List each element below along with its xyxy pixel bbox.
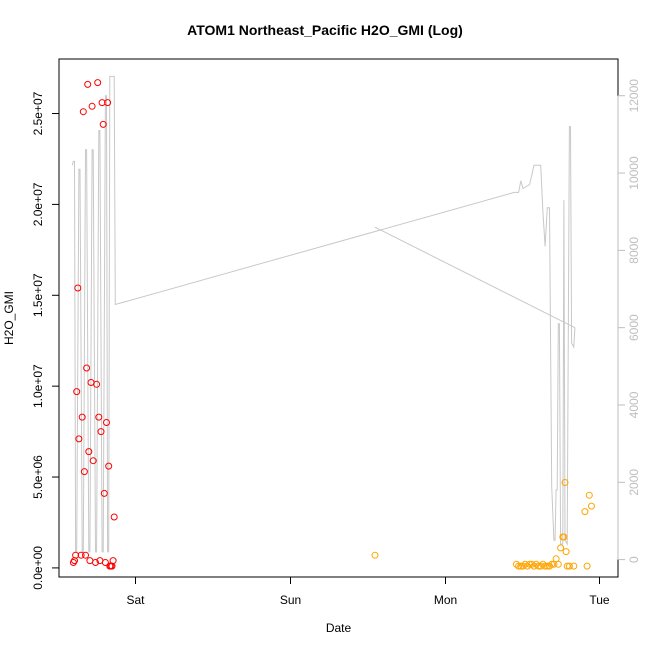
data-point <box>86 557 94 565</box>
x-tick-label: Sun <box>280 593 301 607</box>
data-points <box>69 79 595 570</box>
altitude-series-line <box>374 226 576 329</box>
data-point <box>84 80 92 88</box>
data-point <box>109 557 117 565</box>
y2-tick-label: 4000 <box>627 391 641 418</box>
data-point <box>562 548 570 556</box>
y-tick-label: 2.0e+07 <box>31 182 45 226</box>
data-point <box>515 562 523 570</box>
y-tick-label: 0.0e+00 <box>31 546 45 590</box>
y-axis-right: 0 2000 4000 6000 8000 10000 12000 <box>617 79 641 563</box>
data-point <box>92 559 99 566</box>
y-tick-label: 5.0e+06 <box>31 455 45 499</box>
data-point <box>74 284 82 292</box>
data-point <box>526 560 534 568</box>
data-point <box>521 560 529 568</box>
data-point <box>548 560 556 568</box>
altitude-series-line <box>71 75 576 553</box>
data-point <box>535 562 542 570</box>
data-point <box>89 457 97 465</box>
y-axis-left: 0.0e+00 5.0e+06 1.0e+07 1.5e+07 2.0e+07 2.5e+… <box>31 91 60 590</box>
data-point <box>88 102 96 110</box>
y2-tick-label: 12000 <box>627 79 641 113</box>
data-point <box>537 562 545 570</box>
data-point <box>85 448 93 456</box>
x-tick-label: Tue <box>589 593 610 607</box>
data-point <box>532 560 540 568</box>
x-axis: Sat Sun Mon Tue <box>126 576 618 607</box>
plot-frame <box>58 58 619 578</box>
data-point <box>100 489 108 497</box>
data-point <box>97 428 105 436</box>
data-point <box>73 388 81 396</box>
x-tick-label: Mon <box>434 593 457 607</box>
data-point <box>83 364 91 372</box>
y-tick-label: 2.5e+07 <box>31 91 45 135</box>
data-point <box>561 479 569 486</box>
data-point <box>99 120 107 128</box>
data-point <box>371 551 379 559</box>
data-point <box>78 413 86 421</box>
data-point <box>519 562 527 570</box>
data-point <box>554 560 562 568</box>
data-point <box>104 99 112 107</box>
x-axis-label: Date <box>326 621 352 635</box>
data-point <box>528 560 536 568</box>
data-point <box>523 562 531 570</box>
data-point <box>565 562 573 570</box>
data-point <box>530 562 538 570</box>
data-point <box>563 562 571 570</box>
altitude-lines <box>71 75 576 553</box>
data-point <box>560 533 568 541</box>
y2-tick-label: 0 <box>627 556 641 563</box>
chart-title: ATOM1 Northeast_Pacific H2O_GMI (Log) <box>187 22 463 38</box>
data-point <box>543 562 551 570</box>
data-point <box>557 544 565 552</box>
data-point <box>585 491 593 499</box>
data-point <box>583 562 591 570</box>
data-point <box>77 551 85 559</box>
data-point <box>93 380 101 388</box>
data-point <box>570 562 578 570</box>
data-point <box>105 462 113 470</box>
data-point <box>517 562 525 570</box>
data-point <box>101 559 109 566</box>
y2-tick-label: 8000 <box>627 237 641 264</box>
y2-tick-label: 10000 <box>627 156 641 190</box>
data-point <box>95 413 103 421</box>
data-point <box>581 508 589 516</box>
data-point <box>539 560 547 568</box>
data-point <box>588 502 595 510</box>
data-point <box>103 419 110 426</box>
y2-tick-label: 6000 <box>627 314 641 341</box>
y-tick-label: 1.0e+07 <box>31 364 45 408</box>
data-point <box>80 468 88 476</box>
data-point <box>82 551 89 559</box>
y-axis-label: H2O_GMI <box>2 291 16 345</box>
data-point <box>79 108 87 116</box>
y2-tick-label: 2000 <box>627 469 641 496</box>
y-tick-label: 1.5e+07 <box>31 273 45 317</box>
data-point <box>541 562 549 570</box>
x-tick-label: Sat <box>126 593 145 607</box>
data-point <box>546 562 553 570</box>
data-point <box>110 513 118 521</box>
data-point <box>75 435 83 443</box>
data-point <box>512 560 520 568</box>
data-point <box>94 79 102 87</box>
